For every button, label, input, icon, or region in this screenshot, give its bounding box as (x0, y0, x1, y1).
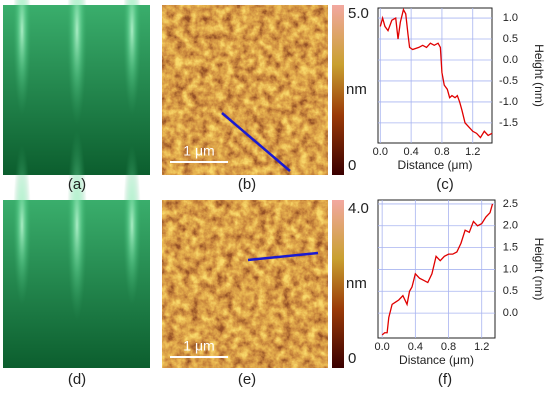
profile-line (221, 112, 291, 172)
panel-label: (f) (438, 371, 452, 388)
x-axis-label: Distance (μm) (399, 353, 474, 367)
colorbar-tick-label: 5.0 (348, 5, 369, 22)
panel-label: (d) (68, 371, 86, 388)
x-axis-label: Distance (μm) (398, 158, 473, 172)
panel-label: (c) (436, 176, 454, 193)
colorbar (332, 5, 344, 175)
rheed-d (3, 130, 150, 368)
x-tick-label: 1.2 (465, 146, 480, 158)
colorbar-tick-label: 0 (348, 350, 356, 367)
profile (381, 203, 494, 336)
panel-label: (b) (238, 176, 256, 193)
colorbar-tick-label: 0 (348, 157, 356, 174)
y-tick-label: -1.0 (499, 96, 518, 108)
y-tick-label: -1.5 (499, 117, 518, 129)
y-tick-label: 1.5 (503, 242, 518, 254)
scale-bar-label: 1 μm (183, 143, 214, 159)
y-tick-label: 0.5 (503, 33, 518, 45)
profile (379, 7, 493, 139)
profile-line (247, 251, 319, 262)
y-axis-label: Height (nm) (532, 238, 546, 301)
colorbar-unit: nm (346, 81, 367, 98)
x-tick-label: 0.4 (403, 146, 418, 158)
x-tick-label: 0.4 (408, 341, 423, 353)
y-tick-label: 1.0 (503, 12, 518, 24)
colorbar-tick-label: 4.0 (348, 200, 369, 217)
x-tick-label: 0.0 (375, 341, 390, 353)
y-tick-label: 2.0 (503, 220, 518, 232)
y-tick-label: 0.5 (503, 285, 518, 297)
colorbar-unit: nm (346, 275, 367, 292)
x-tick-label: 1.2 (474, 341, 489, 353)
x-tick-label: 0.8 (441, 341, 456, 353)
x-tick-label: 0.8 (434, 146, 449, 158)
y-tick-label: 1.0 (503, 263, 518, 275)
y-axis-label: Height (nm) (532, 44, 546, 107)
panel-label: (a) (68, 176, 86, 193)
y-tick-label: 0.0 (503, 54, 518, 66)
y-tick-label: 2.5 (503, 198, 518, 210)
x-tick-label: 0.0 (373, 146, 388, 158)
colorbar (332, 200, 344, 368)
plot-area (377, 199, 496, 339)
y-tick-label: 0.0 (503, 307, 518, 319)
afm-b (162, 5, 328, 175)
afm-e (162, 200, 328, 368)
scale-bar-label: 1 μm (183, 338, 214, 354)
panel-label: (e) (238, 371, 256, 388)
y-tick-label: -0.5 (499, 75, 518, 87)
